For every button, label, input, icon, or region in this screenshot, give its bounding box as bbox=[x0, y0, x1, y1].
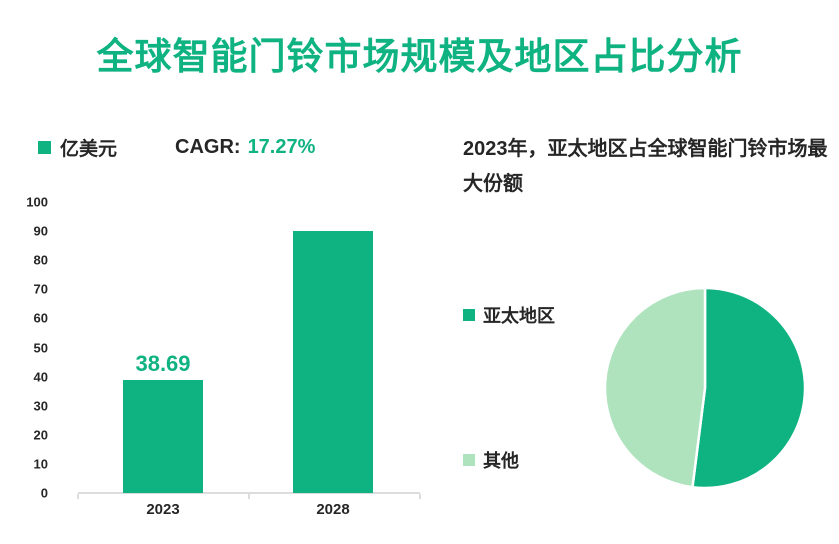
pie-legend-item-other: 其他 bbox=[463, 447, 519, 473]
y-axis-tick-label: 80 bbox=[33, 252, 48, 268]
unit-label: 亿美元 bbox=[60, 139, 118, 160]
x-axis-tick bbox=[248, 494, 250, 499]
x-axis-category-label: 2023 bbox=[146, 501, 180, 518]
pie-chart bbox=[603, 286, 807, 490]
y-axis-tick-label: 50 bbox=[33, 340, 48, 355]
pie-slice-0 bbox=[691, 286, 807, 490]
pie-section-heading: 2023年，亚太地区占全球智能门铃市场最大份额 bbox=[463, 138, 828, 195]
y-axis-tick-label: 100 bbox=[26, 194, 48, 210]
x-axis-category-label: 2028 bbox=[316, 501, 350, 518]
pie-legend-label: 亚太地区 bbox=[483, 306, 555, 326]
apac-legend-square-icon bbox=[463, 309, 475, 321]
y-axis-tick-label: 60 bbox=[33, 310, 48, 326]
y-axis-tick-label: 0 bbox=[40, 485, 48, 501]
other-legend-square-icon bbox=[463, 454, 475, 466]
y-axis-tick-label: 10 bbox=[33, 456, 48, 472]
x-axis-tick bbox=[77, 494, 79, 499]
bar-2023 bbox=[123, 380, 203, 493]
page-title: 全球智能门铃市场规模及地区占比分析 bbox=[96, 36, 743, 77]
cagr-value: 17.27% bbox=[247, 136, 316, 158]
y-axis-tick-label: 30 bbox=[33, 398, 48, 414]
bar-chart-legend-row: 亿美元 CAGR: 17.27% bbox=[38, 134, 315, 161]
pie-legend-item-apac: 亚太地区 bbox=[463, 302, 555, 328]
cagr-label: CAGR: bbox=[175, 136, 241, 158]
bar-value-label: 38.69 bbox=[135, 351, 191, 377]
y-axis-tick-label: 40 bbox=[33, 369, 48, 385]
y-axis-tick-label: 70 bbox=[33, 281, 48, 297]
x-axis-line bbox=[78, 492, 420, 494]
pie-legend-label: 其他 bbox=[483, 451, 519, 471]
bar-2028 bbox=[293, 231, 373, 493]
y-axis-tick-label: 20 bbox=[33, 427, 48, 443]
y-axis-tick-label: 90 bbox=[33, 223, 48, 239]
x-axis-tick bbox=[419, 494, 421, 499]
unit-legend-square-icon bbox=[38, 141, 51, 154]
pie-slice-1 bbox=[603, 286, 707, 489]
